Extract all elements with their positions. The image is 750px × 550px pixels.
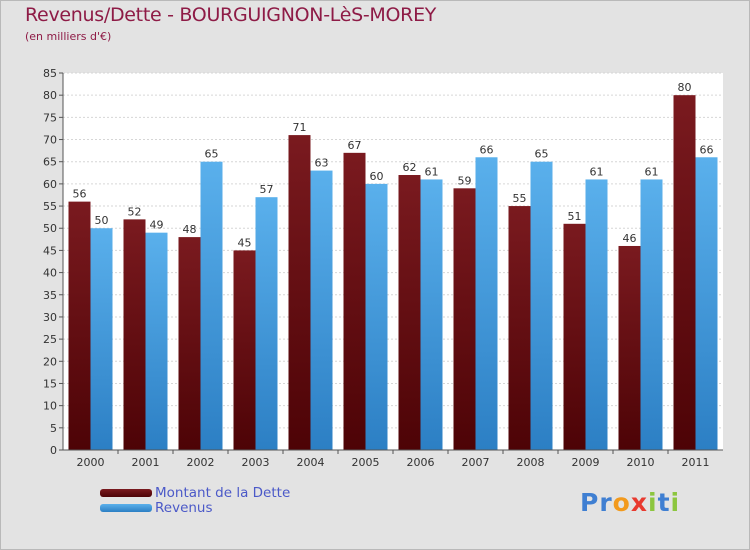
bar-debt-2003: [233, 250, 256, 450]
logo-letter: r: [599, 488, 613, 517]
y-tick-label: 30: [43, 311, 57, 324]
data-label-revenue-2001: 49: [150, 219, 164, 232]
y-tick-label: 25: [43, 333, 57, 346]
y-tick-label: 5: [50, 422, 57, 435]
bar-debt-2002: [178, 237, 201, 450]
logo-letter: i: [648, 488, 658, 517]
x-tick-label-2005: 2005: [352, 456, 380, 469]
data-label-debt-2010: 46: [623, 232, 637, 245]
x-tick-label-2002: 2002: [187, 456, 215, 469]
data-label-debt-2004: 71: [293, 121, 307, 134]
logo-letter: t: [657, 488, 671, 517]
logo-letter: o: [612, 488, 631, 517]
bar-debt-2001: [123, 219, 146, 450]
y-tick-label: 10: [43, 400, 57, 413]
x-tick-label-2000: 2000: [77, 456, 105, 469]
bar-debt-2009: [563, 223, 586, 450]
y-tick-label: 70: [43, 134, 57, 147]
bar-debt-2011: [673, 95, 696, 451]
logo-letter: P: [580, 488, 600, 517]
bar-revenue-2005: [365, 183, 388, 450]
data-label-revenue-2008: 65: [535, 148, 549, 161]
bar-revenue-2007: [475, 157, 498, 451]
data-label-revenue-2005: 60: [370, 170, 384, 183]
data-label-debt-2000: 56: [73, 188, 87, 201]
legend-label-revenue: Revenus: [155, 500, 213, 516]
data-label-debt-2003: 45: [238, 236, 252, 249]
y-tick-label: 80: [43, 89, 57, 102]
y-tick-label: 75: [43, 111, 57, 124]
x-tick-label-2006: 2006: [407, 456, 435, 469]
data-label-revenue-2011: 66: [700, 143, 714, 156]
bar-debt-2005: [343, 152, 366, 450]
bar-debt-2010: [618, 245, 641, 450]
x-tick-label-2004: 2004: [297, 456, 325, 469]
bar-debt-2004: [288, 135, 311, 450]
data-label-debt-2008: 55: [513, 192, 527, 205]
bar-revenue-2002: [200, 161, 223, 451]
proxiti-logo: Proxiti: [580, 488, 680, 517]
bar-revenue-2001: [145, 232, 168, 450]
y-tick-label: 40: [43, 267, 57, 280]
plot-area: [63, 73, 723, 450]
bar-revenue-2004: [310, 170, 333, 450]
y-tick-label: 60: [43, 178, 57, 191]
x-tick-label-2009: 2009: [572, 456, 600, 469]
x-tick-label-2011: 2011: [682, 456, 710, 469]
bar-revenue-2010: [640, 179, 663, 450]
data-label-debt-2001: 52: [128, 205, 142, 218]
legend-label-debt: Montant de la Dette: [155, 485, 291, 501]
y-tick-label: 0: [50, 444, 57, 457]
bar-debt-2008: [508, 206, 531, 450]
data-label-revenue-2003: 57: [260, 183, 274, 196]
data-label-debt-2005: 67: [348, 139, 362, 152]
y-tick-label: 35: [43, 289, 57, 302]
x-tick-label-2008: 2008: [517, 456, 545, 469]
data-label-revenue-2010: 61: [645, 165, 659, 178]
y-tick-label: 45: [43, 244, 57, 257]
data-label-revenue-2002: 65: [205, 148, 219, 161]
data-label-revenue-2009: 61: [590, 165, 604, 178]
data-label-debt-2009: 51: [568, 210, 582, 223]
bar-revenue-2000: [90, 228, 113, 450]
bar-revenue-2003: [255, 197, 278, 450]
data-label-debt-2006: 62: [403, 161, 417, 174]
x-tick-label-2003: 2003: [242, 456, 270, 469]
y-tick-label: 20: [43, 355, 57, 368]
logo-letter: i: [670, 488, 681, 517]
chart-subtitle: (en milliers d'€): [25, 30, 112, 43]
bar-revenue-2008: [530, 161, 553, 451]
bar-debt-2006: [398, 175, 421, 450]
x-tick-label-2007: 2007: [462, 456, 490, 469]
data-label-debt-2002: 48: [183, 223, 197, 236]
y-tick-label: 85: [43, 67, 57, 80]
bar-debt-2007: [453, 188, 476, 451]
data-label-revenue-2007: 66: [480, 143, 494, 156]
data-label-debt-2007: 59: [458, 174, 472, 187]
y-tick-label: 15: [43, 377, 57, 390]
bar-revenue-2011: [695, 157, 718, 451]
x-tick-label-2001: 2001: [132, 456, 160, 469]
bar-revenue-2009: [585, 179, 608, 450]
y-tick-label: 65: [43, 156, 57, 169]
data-label-revenue-2004: 63: [315, 157, 329, 170]
data-label-revenue-2000: 50: [95, 214, 109, 227]
legend-swatch-revenue: [100, 504, 152, 512]
bar-revenue-2006: [420, 179, 443, 450]
data-label-debt-2011: 80: [678, 81, 692, 94]
bar-debt-2000: [68, 201, 91, 450]
x-tick-label-2010: 2010: [627, 456, 655, 469]
y-tick-label: 55: [43, 200, 57, 213]
data-label-revenue-2006: 61: [425, 165, 439, 178]
legend-swatch-debt: [100, 489, 152, 497]
chart-title: Revenus/Dette - BOURGUIGNON-LèS-MOREY: [25, 4, 437, 26]
y-tick-label: 50: [43, 222, 57, 235]
logo-letter: x: [630, 488, 648, 517]
